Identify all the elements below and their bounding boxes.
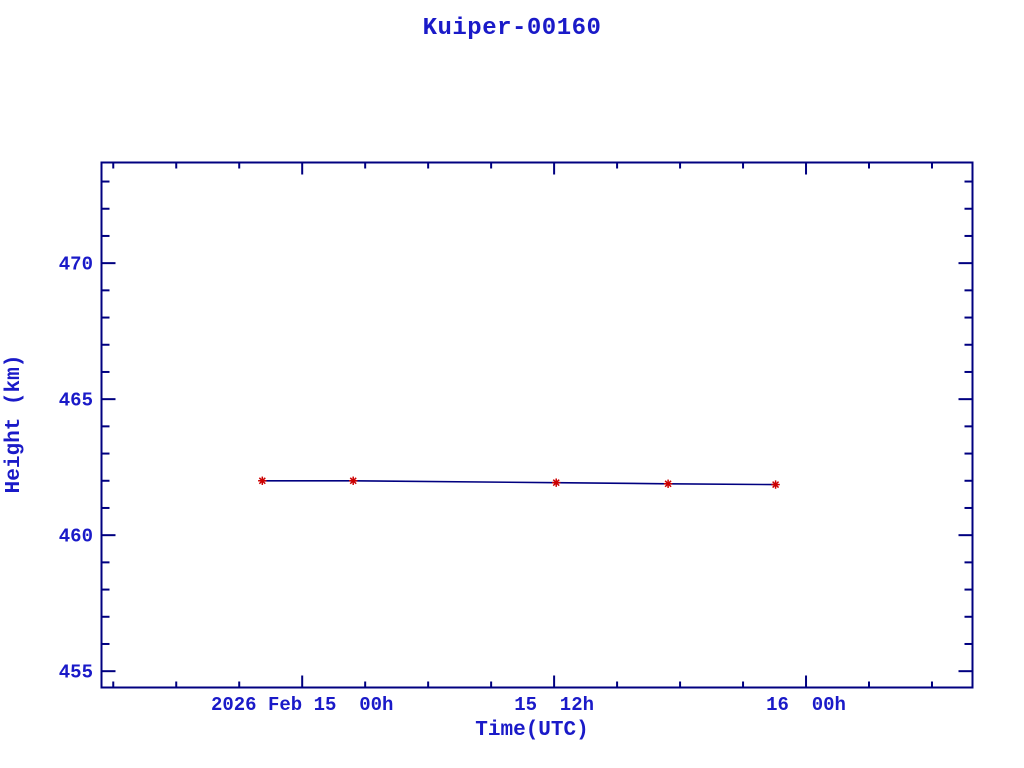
y-tick-label: 455	[59, 662, 93, 684]
data-point-marker	[663, 479, 673, 488]
data-point-marker	[771, 480, 780, 489]
y-tick-label: 465	[59, 390, 93, 412]
data-line	[262, 479, 776, 486]
x-tick-label: 16 00h	[766, 694, 846, 716]
chart-title: Kuiper-00160	[422, 15, 602, 42]
data-point-marker	[258, 476, 267, 485]
marker-stroke	[552, 479, 560, 487]
x-tick-label: 15 12h	[514, 694, 594, 716]
marker-stroke	[772, 481, 780, 489]
data-point-marker	[552, 478, 561, 487]
y-tick-label: 470	[59, 254, 93, 276]
y-tick-label: 460	[59, 526, 93, 548]
marker-stroke	[258, 477, 266, 485]
x-tick-label: 2026 Feb 15 00h	[211, 694, 393, 716]
plot-frame	[100, 161, 974, 689]
marker-stroke	[664, 480, 672, 488]
marker-stroke	[349, 477, 357, 485]
data-point-marker	[349, 476, 358, 485]
x-axis-label: Time(UTC)	[475, 719, 589, 742]
